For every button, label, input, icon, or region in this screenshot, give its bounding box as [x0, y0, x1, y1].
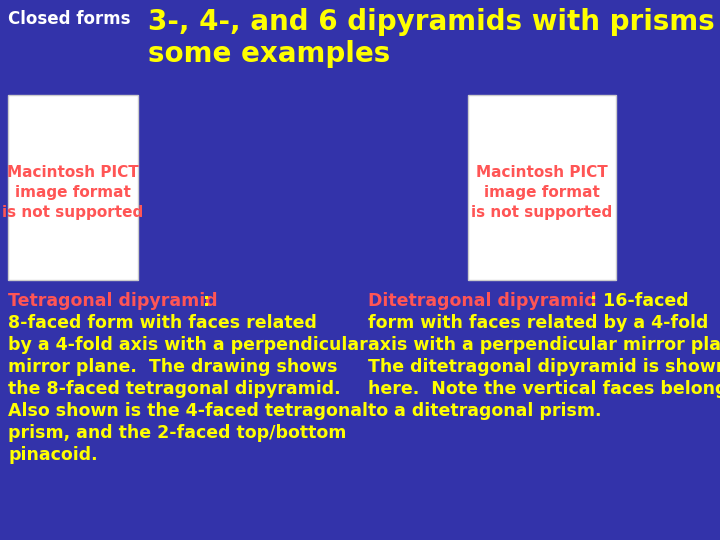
Text: axis with a perpendicular mirror plane.: axis with a perpendicular mirror plane. — [368, 336, 720, 354]
Text: by a 4-fold axis with a perpendicular: by a 4-fold axis with a perpendicular — [8, 336, 368, 354]
Text: the 8-faced tetragonal dipyramid.: the 8-faced tetragonal dipyramid. — [8, 380, 341, 398]
Text: :: : — [203, 292, 210, 310]
Text: pinacoid.: pinacoid. — [8, 446, 98, 464]
Text: Closed forms: Closed forms — [8, 10, 130, 28]
Bar — [468, 95, 616, 280]
Text: prism, and the 2-faced top/bottom: prism, and the 2-faced top/bottom — [8, 424, 346, 442]
Text: here.  Note the vertical faces belong: here. Note the vertical faces belong — [368, 380, 720, 398]
Text: Also shown is the 4-faced tetragonal: Also shown is the 4-faced tetragonal — [8, 402, 368, 420]
Text: Tetragonal dipyramid: Tetragonal dipyramid — [8, 292, 217, 310]
Bar — [8, 95, 138, 280]
Text: Macintosh PICT
image format
is not supported: Macintosh PICT image format is not suppo… — [2, 165, 143, 220]
Text: to a ditetragonal prism.: to a ditetragonal prism. — [368, 402, 601, 420]
Text: : 16-faced: : 16-faced — [590, 292, 688, 310]
Text: 3-, 4-, and 6 dipyramids with prisms -: 3-, 4-, and 6 dipyramids with prisms - — [148, 8, 720, 36]
Text: some examples: some examples — [148, 40, 390, 68]
Text: The ditetragonal dipyramid is shown: The ditetragonal dipyramid is shown — [368, 358, 720, 376]
Text: form with faces related by a 4-fold: form with faces related by a 4-fold — [368, 314, 708, 332]
Text: mirror plane.  The drawing shows: mirror plane. The drawing shows — [8, 358, 338, 376]
Text: Ditetragonal dipyramid: Ditetragonal dipyramid — [368, 292, 597, 310]
Text: 8-faced form with faces related: 8-faced form with faces related — [8, 314, 317, 332]
Text: Macintosh PICT
image format
is not supported: Macintosh PICT image format is not suppo… — [472, 165, 613, 220]
